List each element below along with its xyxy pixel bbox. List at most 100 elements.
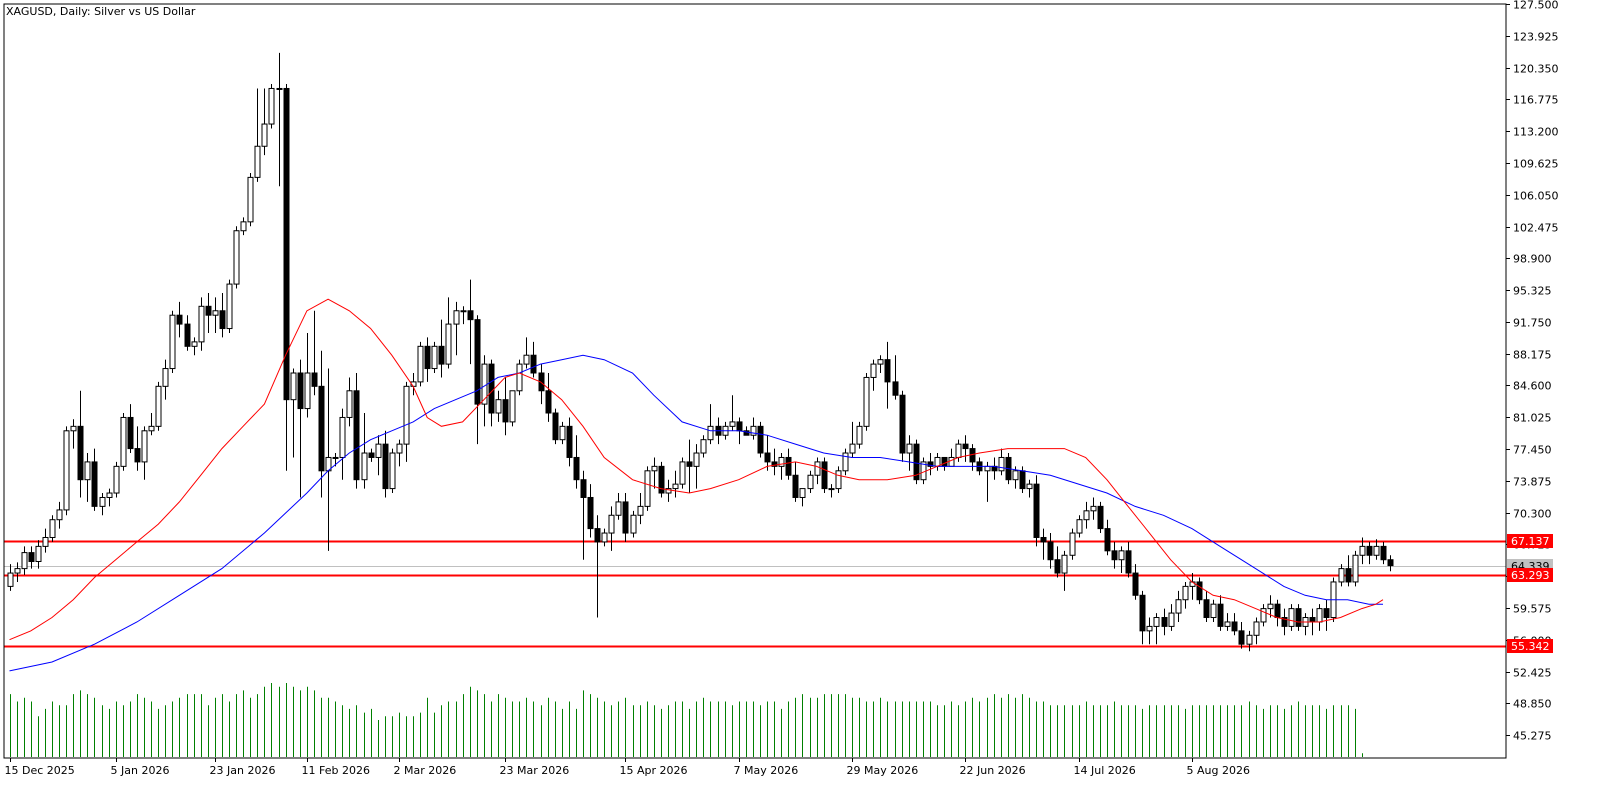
candle (1295, 604, 1302, 631)
candle-body (523, 354, 530, 365)
candle (594, 515, 601, 618)
candle (120, 413, 127, 471)
candle-body (134, 448, 141, 463)
candle-body (1012, 470, 1019, 481)
candle-body (1104, 528, 1111, 552)
candle-body (431, 345, 438, 370)
candle (870, 359, 877, 391)
y-tick-label: 123.925 (1513, 31, 1559, 44)
candle (169, 310, 176, 373)
candle (417, 341, 424, 387)
x-tick-label: 5 Aug 2026 (1187, 764, 1250, 777)
candle-body (417, 345, 424, 383)
level-label-bg (1507, 639, 1553, 653)
y-tick-label: 106.050 (1513, 190, 1559, 203)
candle (191, 337, 198, 356)
candle-body (665, 488, 672, 494)
candle (99, 493, 106, 516)
candle-body (212, 310, 219, 316)
candle-body (120, 416, 127, 467)
candle-body (1366, 545, 1373, 556)
candle-body (509, 390, 516, 423)
candle-body (729, 421, 736, 427)
candle (474, 315, 481, 445)
y-tick-label: 116.775 (1513, 94, 1559, 107)
candle (1338, 564, 1345, 587)
candle (877, 355, 884, 373)
candle-body (757, 425, 764, 454)
level-label-bg (1507, 568, 1553, 582)
candle-body (21, 552, 28, 570)
candle (1217, 595, 1224, 631)
candle (382, 430, 389, 498)
candle-body (1281, 617, 1288, 627)
level-label: 67.137 (1511, 535, 1550, 548)
candle-body (1168, 612, 1175, 627)
candle (1146, 617, 1153, 645)
candle-body (545, 390, 552, 414)
candle (162, 359, 169, 400)
candle-body (877, 359, 884, 365)
y-tick-label: 98.900 (1513, 253, 1552, 266)
candle (1083, 501, 1090, 529)
candle (141, 426, 148, 480)
candle-body (169, 314, 176, 370)
candle (389, 448, 396, 494)
candle-body (488, 363, 495, 414)
candle (311, 310, 318, 396)
candle-body (1111, 550, 1118, 561)
candle (290, 368, 297, 458)
candle-body (1076, 519, 1083, 534)
candle-body (219, 310, 226, 330)
candle-body (821, 461, 828, 490)
y-tick-label: 77.450 (1513, 444, 1552, 457)
candle (538, 364, 545, 405)
candle (460, 306, 467, 325)
candle (509, 390, 516, 427)
y-tick-label: 120.350 (1513, 63, 1559, 76)
candle-body (1295, 608, 1302, 627)
candle (757, 421, 764, 458)
candle (601, 528, 608, 547)
candle-body (7, 572, 14, 587)
candle-body (594, 528, 601, 543)
candle-body (828, 488, 835, 491)
candle-body (1274, 603, 1281, 619)
candle-body (1040, 536, 1047, 543)
candle-body (403, 385, 410, 445)
candle (1026, 479, 1033, 498)
candle (814, 457, 821, 485)
candle (1260, 604, 1267, 627)
candle-body (1097, 505, 1104, 530)
candle-body (1083, 510, 1090, 521)
candle-body (1153, 617, 1160, 627)
candle (686, 439, 693, 494)
candle-body (764, 452, 771, 463)
candle-body (1026, 483, 1033, 490)
x-tick-label: 15 Dec 2025 (5, 764, 75, 777)
candle-body (1323, 608, 1330, 619)
candle-body (332, 456, 339, 459)
candle (523, 337, 530, 369)
candle-body (1125, 550, 1132, 574)
candle (1196, 577, 1203, 605)
candle-body (1288, 608, 1295, 627)
candle-body (49, 519, 56, 538)
candle-body (226, 283, 233, 330)
candle (849, 421, 856, 458)
candle (545, 372, 552, 422)
candle-body (191, 341, 198, 347)
x-tick-label: 11 Feb 2026 (302, 764, 370, 777)
candle (254, 88, 261, 182)
y-tick-label: 113.200 (1513, 126, 1559, 139)
candle-body (771, 461, 778, 467)
candle (176, 301, 183, 338)
candle-body (927, 461, 934, 467)
ma-fast-line (9, 298, 1384, 641)
x-tick-label: 14 Jul 2026 (1074, 764, 1136, 777)
candle (1061, 550, 1068, 591)
candle-body (1054, 559, 1061, 574)
candle-body (530, 354, 537, 374)
